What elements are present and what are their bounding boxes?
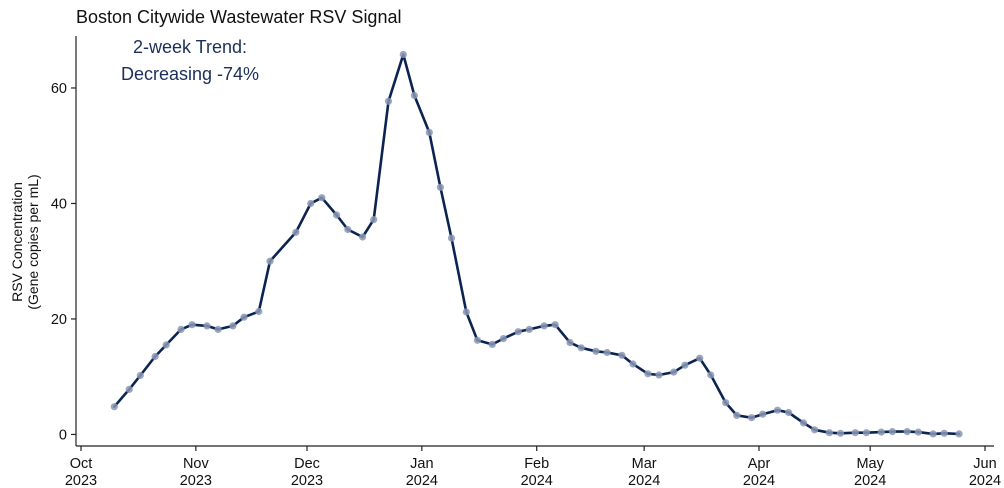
- x-tick-label-year: 2023: [291, 473, 323, 488]
- x-tick-label-month: May: [856, 456, 884, 472]
- data-point: [681, 361, 689, 369]
- data-point: [914, 428, 922, 436]
- data-point: [136, 371, 144, 380]
- data-point: [670, 368, 678, 376]
- x-tick-label-month: Oct: [70, 456, 93, 472]
- data-point: [266, 257, 274, 265]
- x-tick-label-month: Feb: [524, 456, 549, 472]
- x-tick-label-month: Nov: [183, 456, 210, 472]
- x-tick-label-year: 2024: [628, 473, 660, 488]
- x-tick-label-month: Dec: [294, 456, 320, 472]
- data-point: [577, 344, 585, 352]
- data-point: [655, 371, 663, 379]
- data-point: [318, 194, 326, 202]
- data-point: [940, 429, 948, 437]
- x-axis-ticks: Oct2023Nov2023Dec2023Jan2024Feb2024Mar20…: [65, 446, 1001, 488]
- trend-annotation-line-1: 2-week Trend:: [133, 37, 247, 57]
- x-tick-label-year: 2023: [65, 473, 97, 488]
- data-point: [333, 211, 341, 219]
- data-point: [203, 322, 211, 330]
- data-point: [748, 414, 756, 422]
- data-point: [955, 430, 963, 438]
- data-point: [825, 429, 834, 437]
- y-tick-label: 40: [51, 196, 67, 212]
- x-tick-label-month: Jun: [973, 456, 996, 472]
- data-point: [836, 429, 845, 437]
- data-point: [425, 128, 433, 136]
- data-point: [785, 408, 793, 417]
- data-point: [384, 97, 393, 105]
- data-point: [877, 428, 885, 436]
- data-point: [292, 228, 300, 236]
- data-point: [733, 411, 741, 419]
- data-point: [799, 419, 808, 427]
- data-point: [603, 348, 611, 357]
- data-point: [759, 410, 767, 418]
- data-point: [214, 325, 222, 333]
- data-point: [618, 351, 626, 359]
- data-point: [410, 91, 418, 100]
- data-point: [888, 428, 897, 436]
- data-point: [240, 313, 248, 321]
- data-point: [125, 385, 133, 393]
- y-axis-ticks: 0 20 40 60: [51, 81, 76, 443]
- x-tick-label-year: 2023: [180, 473, 212, 488]
- y-axis-title: RSV Concentration (Gene copies per mL): [9, 174, 41, 309]
- data-point: [862, 429, 871, 437]
- data-point: [177, 325, 185, 333]
- data-point: [151, 352, 159, 361]
- data-point: [707, 371, 715, 379]
- x-tick-label-year: 2024: [406, 473, 438, 488]
- data-point: [773, 406, 782, 414]
- data-point: [255, 307, 263, 316]
- data-point: [551, 321, 559, 329]
- trend-annotation-line-2: Decreasing -74%: [121, 64, 259, 84]
- x-tick-label-month: Mar: [632, 456, 657, 472]
- data-point: [344, 225, 352, 234]
- data-point: [229, 322, 237, 330]
- data-point: [592, 347, 600, 355]
- data-point: [359, 233, 367, 241]
- data-point: [851, 429, 859, 437]
- data-point: [514, 328, 522, 336]
- data-point: [370, 216, 378, 224]
- data-point: [525, 325, 533, 333]
- data-point: [722, 399, 730, 407]
- y-axis-title-line-2: (Gene copies per mL): [25, 174, 41, 309]
- data-point: [644, 370, 652, 378]
- y-axis-title-line-1: RSV Concentration: [9, 182, 25, 302]
- y-tick-label: 20: [51, 312, 67, 328]
- x-tick-label-year: 2024: [743, 473, 775, 488]
- y-tick-label: 0: [59, 427, 67, 443]
- data-point: [696, 354, 704, 362]
- series-group: [110, 50, 963, 438]
- y-tick-label: 60: [51, 81, 67, 97]
- data-point: [436, 183, 444, 191]
- data-point: [462, 308, 470, 316]
- data-point: [629, 360, 637, 368]
- data-point: [811, 426, 819, 434]
- data-point: [566, 339, 574, 347]
- data-point: [188, 321, 196, 329]
- series-line: [113, 53, 961, 436]
- data-point: [447, 234, 456, 242]
- x-tick-label-month: Apr: [748, 456, 771, 472]
- data-point: [473, 336, 481, 344]
- data-point: [903, 428, 911, 436]
- data-point: [540, 322, 548, 330]
- chart-title: Boston Citywide Wastewater RSV Signal: [76, 7, 401, 27]
- data-point: [488, 340, 496, 348]
- x-tick-label-year: 2024: [969, 473, 1001, 488]
- data-point: [929, 430, 937, 438]
- data-point: [399, 50, 407, 59]
- data-point: [499, 335, 507, 343]
- x-tick-label-month: Jan: [410, 456, 433, 472]
- x-tick-label-year: 2024: [521, 473, 553, 488]
- data-point: [110, 403, 118, 411]
- x-tick-label-year: 2024: [854, 473, 886, 488]
- data-point: [162, 341, 170, 349]
- data-point: [307, 199, 315, 208]
